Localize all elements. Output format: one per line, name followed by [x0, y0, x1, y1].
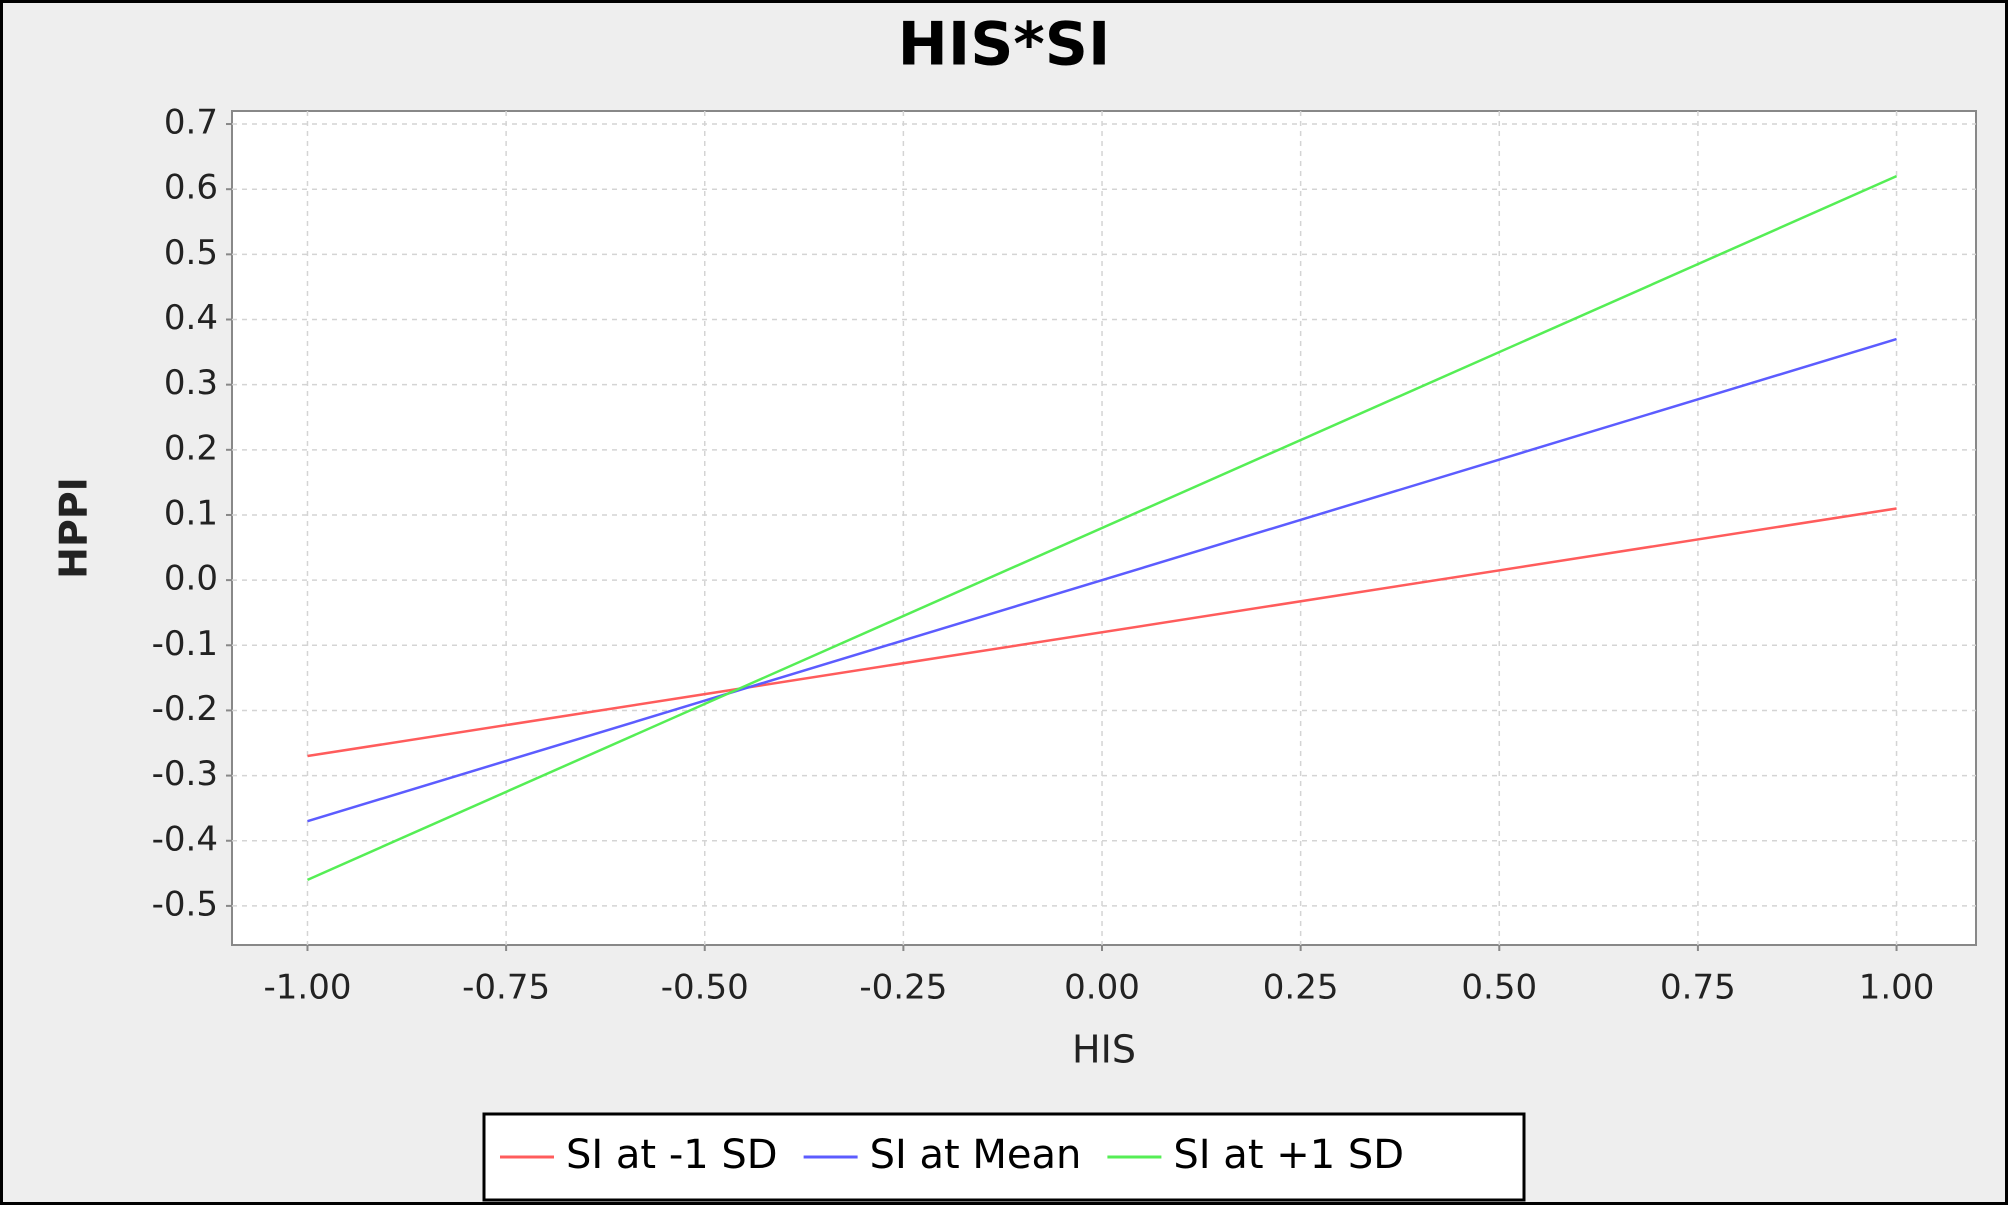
y-tick-label: -0.5: [152, 884, 218, 924]
y-tick-label: 0.0: [164, 559, 218, 599]
x-tick-label: -0.75: [462, 968, 550, 1008]
chart-title: HIS*SI: [898, 10, 1111, 80]
y-tick-label: 0.2: [164, 428, 218, 468]
y-tick-label: -0.1: [152, 624, 218, 664]
legend-label: SI at Mean: [870, 1132, 1082, 1178]
y-tick-label: -0.2: [152, 689, 218, 729]
y-axis-label: HPPI: [52, 477, 96, 579]
x-tick-label: -1.00: [263, 968, 351, 1008]
y-tick-label: 0.5: [164, 233, 218, 273]
y-tick-label: -0.3: [152, 754, 218, 794]
x-tick-label: 0.00: [1064, 968, 1140, 1008]
x-axis-label: HIS: [1072, 1028, 1136, 1072]
y-tick-label: 0.4: [164, 298, 218, 338]
legend-label: SI at +1 SD: [1173, 1132, 1404, 1178]
x-tick-label: -0.50: [661, 968, 749, 1008]
legend-label: SI at -1 SD: [566, 1132, 778, 1178]
legend: [482, 1112, 1526, 1202]
x-tick-label: 1.00: [1859, 968, 1935, 1008]
y-tick-label: 0.1: [164, 493, 218, 533]
series-line: [306, 175, 1898, 881]
x-tick-label: 0.50: [1461, 968, 1537, 1008]
y-tick-label: 0.7: [164, 103, 218, 143]
x-tick-label: 0.25: [1263, 968, 1339, 1008]
series-line: [307, 337, 1897, 823]
x-tick-label: -0.25: [859, 968, 947, 1008]
x-tick-label: 0.75: [1660, 968, 1736, 1008]
series-line: [307, 507, 1897, 758]
y-tick-label: -0.4: [152, 819, 218, 859]
y-tick-label: 0.3: [164, 363, 218, 403]
y-tick-label: 0.6: [164, 168, 218, 208]
